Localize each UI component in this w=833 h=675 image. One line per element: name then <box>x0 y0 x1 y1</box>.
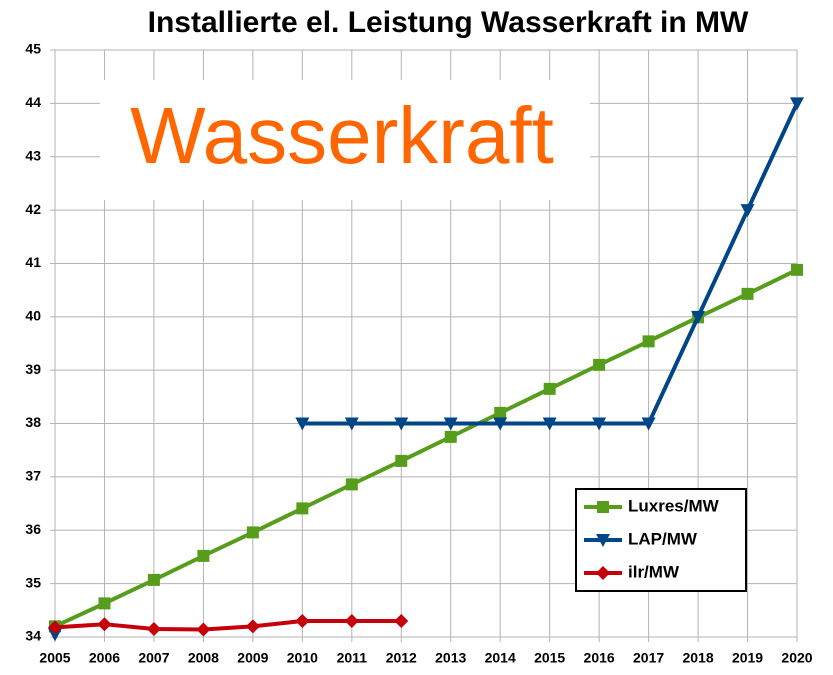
marker <box>246 526 259 539</box>
x-tick-label: 2018 <box>682 650 713 666</box>
marker <box>596 534 610 547</box>
x-tick-label: 2012 <box>386 650 417 666</box>
marker <box>493 417 508 431</box>
x-tick-label: 2006 <box>89 650 120 666</box>
marker <box>444 430 457 443</box>
x-tick-label: 2011 <box>337 650 368 666</box>
marker <box>641 417 656 431</box>
marker <box>691 310 706 324</box>
x-tick-label: 2019 <box>732 650 763 666</box>
x-tick-label: 2005 <box>39 650 70 666</box>
x-tick-label: 2008 <box>188 650 219 666</box>
marker <box>642 335 655 348</box>
legend-label: Luxres/MW <box>628 496 720 515</box>
marker <box>443 417 458 431</box>
legend-label: ilr/MW <box>628 562 680 581</box>
y-tick-label: 36 <box>25 521 41 537</box>
marker <box>543 382 556 395</box>
marker <box>597 501 609 513</box>
marker <box>394 613 409 628</box>
y-tick-label: 44 <box>25 94 41 110</box>
y-tick-label: 45 <box>25 41 41 57</box>
y-tick-label: 37 <box>25 468 41 484</box>
annotation-box <box>100 80 590 200</box>
marker <box>345 478 358 491</box>
y-tick-label: 34 <box>25 628 41 644</box>
y-tick-label: 38 <box>25 414 41 430</box>
marker <box>296 502 309 515</box>
x-tick-label: 2010 <box>287 650 318 666</box>
series-line <box>54 268 798 629</box>
x-tick-label: 2015 <box>534 650 565 666</box>
marker <box>592 417 607 431</box>
marker <box>542 417 557 431</box>
marker <box>295 417 310 431</box>
marker <box>197 549 210 562</box>
marker <box>395 454 408 467</box>
marker <box>344 613 359 628</box>
y-tick-label: 41 <box>25 254 41 270</box>
x-tick-label: 2007 <box>138 650 169 666</box>
marker <box>790 97 804 111</box>
x-tick-label: 2014 <box>485 650 516 666</box>
y-tick-label: 43 <box>25 147 41 163</box>
legend: Luxres/MW LAP/MW ilr/MW <box>575 488 747 592</box>
annotation: Wasserkraft <box>130 91 554 180</box>
marker <box>740 204 755 218</box>
marker <box>791 263 803 276</box>
marker <box>196 622 211 637</box>
marker <box>741 287 754 300</box>
x-tick-label: 2017 <box>633 650 664 666</box>
x-tick-label: 2009 <box>237 650 268 666</box>
marker <box>245 619 260 634</box>
x-tick-label: 2013 <box>435 650 466 666</box>
marker <box>295 613 310 628</box>
marker <box>494 406 507 419</box>
chart-title: Installierte el. Leistung Wasserkraft in… <box>148 6 749 39</box>
marker <box>596 566 610 580</box>
marker <box>394 417 409 431</box>
y-tick-label: 42 <box>25 201 41 217</box>
marker <box>98 597 111 610</box>
marker <box>147 573 160 586</box>
series-line <box>54 618 402 632</box>
y-tick-label: 39 <box>25 361 41 377</box>
marker <box>344 417 359 431</box>
marker <box>146 621 161 636</box>
y-tick-label: 40 <box>25 308 41 324</box>
y-tick-label: 35 <box>25 574 41 590</box>
marker <box>593 358 606 371</box>
marker <box>48 620 62 635</box>
legend-label: LAP/MW <box>628 529 698 548</box>
marker <box>97 617 112 632</box>
marker <box>48 628 62 642</box>
x-tick-label: 2020 <box>781 650 812 666</box>
x-tick-label: 2016 <box>584 650 615 666</box>
